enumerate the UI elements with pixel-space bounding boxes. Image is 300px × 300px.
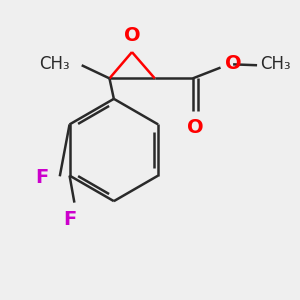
- Text: CH₃: CH₃: [39, 55, 70, 73]
- Text: CH₃: CH₃: [260, 55, 291, 73]
- Text: F: F: [63, 210, 76, 229]
- Text: O: O: [225, 54, 242, 73]
- Text: O: O: [187, 118, 204, 137]
- Text: O: O: [124, 26, 140, 45]
- Text: F: F: [35, 168, 48, 187]
